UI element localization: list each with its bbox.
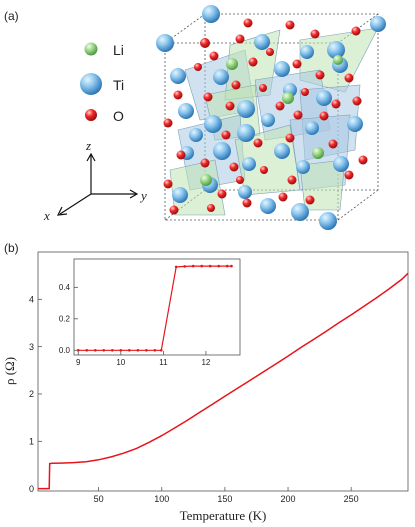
y-tick-label: 0.0 xyxy=(59,346,71,355)
legend-item-o: O xyxy=(85,108,124,124)
ti-atoms xyxy=(156,5,386,230)
x-tick-label: 11 xyxy=(159,358,168,367)
z-axis-label: z xyxy=(85,138,91,153)
x-axis-label: x xyxy=(43,208,50,223)
y-tick-label: 0.4 xyxy=(59,283,71,292)
panel-a: (a) Li Ti O z y x xyxy=(4,5,386,230)
main-x-ticks: 50 100 150 200 250 xyxy=(94,487,359,504)
inset-data-point xyxy=(174,265,178,269)
inset-chart: 9 10 11 12 0.0 0.2 0.4 xyxy=(59,258,241,367)
x-tick-label: 100 xyxy=(154,494,169,504)
inset-x-ticks: 9 10 11 12 xyxy=(76,351,211,367)
x-tick-label: 50 xyxy=(94,494,104,504)
x-tick-label: 10 xyxy=(116,358,125,367)
y-tick-label: 0.2 xyxy=(59,315,71,324)
main-y-axis-label: ρ (Ω) xyxy=(2,357,17,385)
legend-ti-sphere xyxy=(80,73,102,95)
inset-data-point xyxy=(119,348,123,352)
legend-item-li: Li xyxy=(84,42,124,58)
inset-data-point xyxy=(93,348,97,352)
legend-li-label: Li xyxy=(113,42,124,58)
inset-data-point xyxy=(183,265,186,268)
li-atoms xyxy=(200,55,343,186)
inset-data-point xyxy=(191,264,195,268)
x-tick-label: 12 xyxy=(201,358,210,367)
inset-data-point xyxy=(85,348,89,352)
main-y-ticks: 0 1 2 3 4 xyxy=(29,294,42,494)
legend-li-sphere xyxy=(84,42,98,56)
inset-plot-frame xyxy=(73,258,241,356)
inset-data-point xyxy=(128,348,131,352)
inset-data-point xyxy=(102,348,106,352)
x-tick-label: 200 xyxy=(281,494,296,504)
y-tick-label: 2 xyxy=(29,389,34,399)
inset-data-point xyxy=(217,264,221,268)
y-tick-label: 3 xyxy=(29,342,34,352)
x-tick-label: 9 xyxy=(76,358,81,367)
y-tick-label: 0 xyxy=(29,484,34,494)
inset-y-ticks: 0.0 0.2 0.4 xyxy=(59,283,78,355)
inset-data-point xyxy=(145,348,148,352)
y-tick-label: 1 xyxy=(29,436,34,446)
inset-data-point xyxy=(230,264,233,268)
legend-o-label: O xyxy=(113,108,124,124)
x-tick-label: 250 xyxy=(344,494,359,504)
o-atoms xyxy=(163,18,368,215)
inset-data-point xyxy=(225,264,229,268)
panel-b-label: (b) xyxy=(4,241,19,255)
inset-data-point xyxy=(136,348,140,352)
main-plot-frame xyxy=(37,251,409,492)
legend: Li Ti O xyxy=(80,42,124,124)
axes-triad xyxy=(56,152,139,216)
inset-data-point xyxy=(159,348,163,352)
y-axis-label: y xyxy=(139,188,147,203)
legend-ti-label: Ti xyxy=(113,77,124,93)
y-tick-label: 4 xyxy=(29,294,34,304)
inset-data-point xyxy=(111,348,114,352)
inset-data-point xyxy=(208,264,212,268)
legend-o-sphere xyxy=(85,109,97,121)
inset-series-markers xyxy=(76,264,233,352)
inset-data-point xyxy=(153,348,157,352)
main-x-axis-label: Temperature (K) xyxy=(180,508,267,523)
x-axis-arrow xyxy=(59,193,92,215)
inset-data-point xyxy=(76,348,80,352)
panel-a-label: (a) xyxy=(4,9,19,23)
legend-item-ti: Ti xyxy=(80,73,124,95)
crystal-structure xyxy=(156,5,386,230)
x-tick-label: 150 xyxy=(217,494,232,504)
main-series-line xyxy=(38,272,409,490)
inset-data-point xyxy=(200,264,203,268)
